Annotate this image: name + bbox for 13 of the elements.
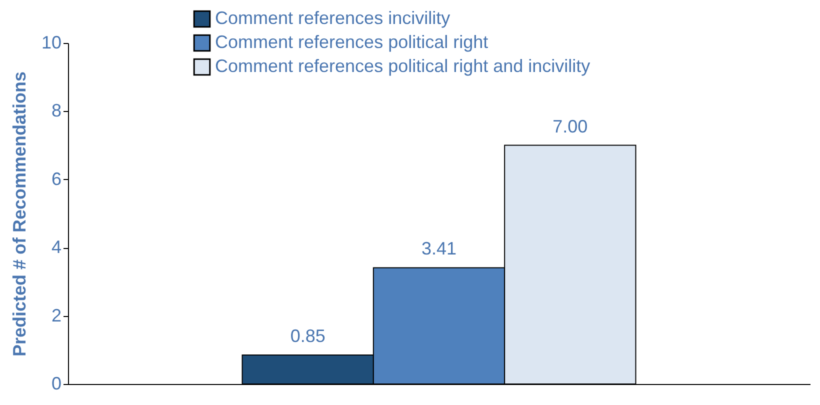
y-tick-label: 2 — [51, 305, 62, 326]
y-axis-title: Predicted # of Recommendations — [9, 71, 30, 357]
legend-label: Comment references political right — [215, 32, 488, 52]
y-tick-label: 4 — [51, 237, 62, 258]
y-tick-label: 10 — [41, 32, 62, 52]
y-tick-label: 6 — [51, 168, 62, 189]
y-tick-label: 0 — [51, 374, 62, 394]
data-label: 3.41 — [421, 238, 457, 259]
legend-label: Comment references political right and incivility — [215, 56, 590, 76]
data-label: 0.85 — [290, 326, 326, 346]
y-tick-label: 8 — [51, 100, 62, 121]
legend-label: Comment references incivility — [215, 8, 450, 28]
data-label: 7.00 — [552, 116, 588, 136]
